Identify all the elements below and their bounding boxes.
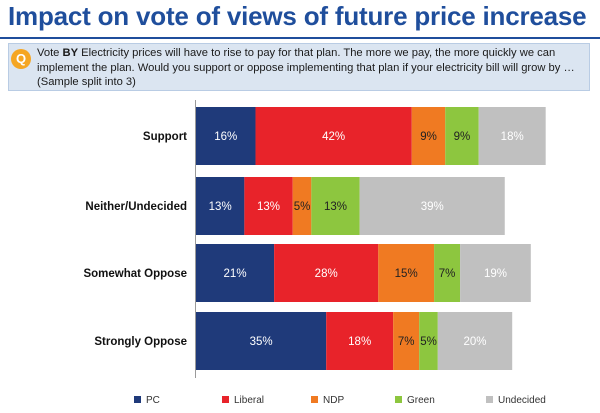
data-label: 21% [224, 268, 247, 280]
bar-segment [244, 177, 293, 235]
legend-label: NDP [323, 395, 344, 406]
legend-swatch [134, 396, 141, 403]
bar-segment [434, 244, 461, 302]
question-badge: Q [11, 49, 31, 69]
page-title: Impact on vote of views of future price … [8, 1, 587, 31]
question-body: Electricity prices will have to rise to … [37, 47, 575, 88]
bar-segment [378, 244, 435, 302]
category-label: Somewhat Oppose [83, 268, 187, 280]
legend-label: Liberal [234, 395, 264, 406]
data-label: 9% [454, 131, 471, 143]
bar-segment [274, 244, 379, 302]
bar-segment [196, 312, 327, 370]
legend-swatch [486, 396, 493, 403]
data-label: 7% [439, 268, 456, 280]
bar-segment [311, 177, 360, 235]
bar-segment [196, 107, 256, 165]
data-label: 18% [348, 336, 371, 348]
question-bold: BY [62, 47, 79, 59]
legend-swatch [395, 396, 402, 403]
question-box: Q Vote BY Electricity prices will have t… [8, 43, 590, 91]
bar-segment [411, 107, 446, 165]
legend-swatch [222, 396, 229, 403]
bar-segment [437, 312, 513, 370]
category-label: Support [143, 131, 187, 143]
bar-segment [460, 244, 531, 302]
data-label: 19% [484, 268, 507, 280]
data-label: 9% [420, 131, 437, 143]
legend-swatch [311, 396, 318, 403]
bar-segment [445, 107, 479, 165]
data-label: 35% [250, 336, 273, 348]
bar-segment [419, 312, 438, 370]
data-label: 13% [257, 201, 280, 213]
bar-segment [393, 312, 420, 370]
bar-segment [326, 312, 394, 370]
data-label: 7% [398, 336, 415, 348]
data-label: 13% [324, 201, 347, 213]
data-label: 5% [420, 336, 437, 348]
bar-segment [255, 107, 412, 165]
data-label: 20% [463, 336, 486, 348]
question-prefix: Vote [37, 47, 63, 59]
legend-label: Green [407, 395, 435, 406]
question-text: Vote BY Electricity prices will have to … [37, 46, 585, 90]
legend-label: PC [146, 395, 160, 406]
bar-segment [359, 177, 505, 235]
data-label: 39% [421, 201, 444, 213]
data-label: 28% [315, 268, 338, 280]
bar-segment [196, 244, 275, 302]
data-label: 42% [322, 131, 345, 143]
data-label: 15% [395, 268, 418, 280]
bar-segment [478, 107, 546, 165]
category-label: Strongly Oppose [94, 336, 187, 348]
data-label: 5% [294, 201, 311, 213]
data-label: 13% [209, 201, 232, 213]
data-label: 18% [501, 131, 524, 143]
data-label: 16% [214, 131, 237, 143]
title-rule [0, 37, 600, 39]
legend-label: Undecided [498, 395, 546, 406]
category-label: Neither/Undecided [85, 201, 187, 213]
bar-segment [292, 177, 312, 235]
bar-segment [196, 177, 245, 235]
